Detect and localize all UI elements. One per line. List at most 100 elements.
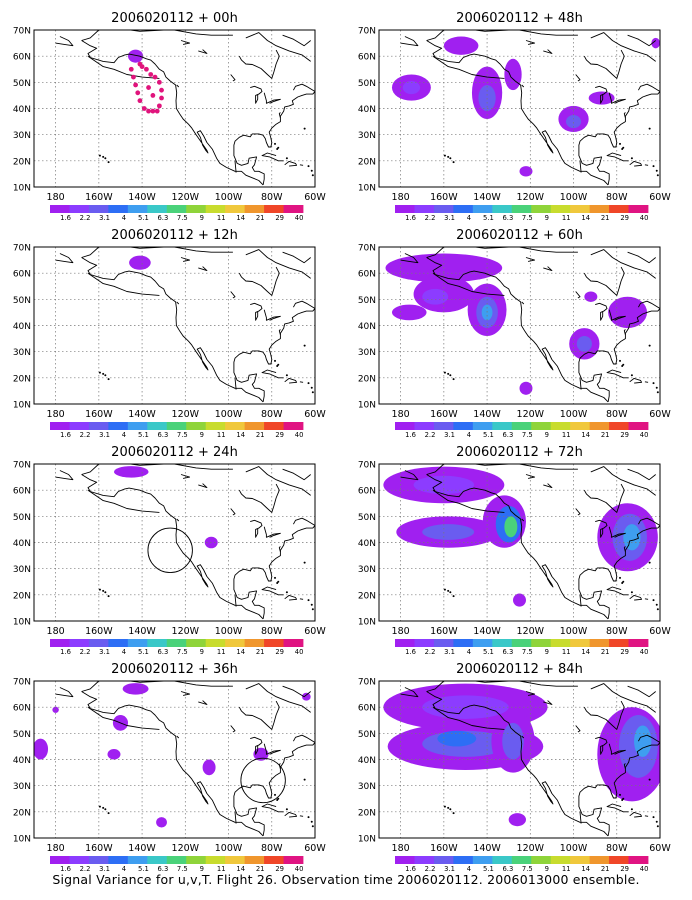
island-mark (307, 816, 310, 819)
colorbar-swatch (244, 639, 265, 647)
colorbar-label: 40 (640, 865, 649, 873)
colorbar-label: 5.1 (138, 865, 149, 873)
colorbar-label: 40 (295, 214, 304, 222)
coastline (263, 743, 281, 755)
map-frame (33, 463, 316, 622)
lon-tick-label: 140W (128, 192, 156, 203)
variance-contour (437, 730, 477, 747)
lat-tick-label: 70N (358, 678, 376, 688)
colorbar-swatch (414, 639, 435, 647)
coastline (299, 164, 304, 166)
colorbar-swatch (628, 639, 649, 647)
colorbar-swatch (414, 422, 435, 430)
lake-outline (575, 291, 581, 299)
coastline (55, 36, 74, 47)
coastline (629, 811, 643, 818)
lat-tick-label: 60N (358, 704, 376, 714)
colorbar-swatch (127, 205, 148, 213)
island-mark (98, 371, 101, 374)
observation-dot (128, 66, 134, 72)
lat-tick-label: 40N (13, 756, 31, 766)
colorbar-swatch (609, 639, 629, 647)
coastline (608, 92, 626, 104)
coastline (282, 34, 311, 47)
observation-dot (156, 79, 162, 85)
colorbar-label: 7.5 (177, 431, 188, 439)
colorbar-swatch (50, 422, 70, 430)
island-mark (311, 608, 314, 611)
colorbar-swatch (205, 856, 226, 864)
lat-tick-label: 30N (358, 565, 376, 575)
colorbar-label: 29 (275, 214, 284, 222)
coastline (234, 377, 237, 390)
variance-contour (156, 817, 167, 828)
colorbar-label: 9 (200, 214, 204, 222)
colorbar-swatch (609, 205, 629, 213)
colorbar-swatch (570, 856, 591, 864)
colorbar-label: 3.1 (99, 865, 110, 873)
colorbar-label: 21 (601, 648, 610, 656)
colorbar-swatch (453, 422, 474, 430)
variance-contour (584, 291, 598, 302)
coastline (595, 85, 608, 104)
coastline (55, 470, 74, 481)
lat-tick-label: 70N (13, 461, 31, 471)
lon-tick-label: 160W (85, 843, 113, 854)
variance-contour (504, 516, 518, 538)
colorbar-label: 1.6 (60, 865, 71, 873)
variance-contour (651, 37, 660, 49)
colorbar-label: 4 (467, 431, 471, 439)
colorbar-swatch (186, 856, 207, 864)
lon-tick-label: 160W (430, 843, 458, 854)
lat-tick-label: 70N (358, 244, 376, 254)
observation-dot (150, 93, 156, 98)
colorbar-label: 11 (562, 431, 571, 439)
coastline (278, 112, 281, 118)
coastline (81, 474, 264, 620)
island-mark (447, 155, 450, 158)
lon-tick-label: 80W (606, 843, 628, 854)
colorbar-label: 1.6 (405, 214, 416, 222)
lat-tick-label: 60N (358, 487, 376, 497)
colorbar-swatch (283, 205, 304, 213)
lon-tick-label: 100W (215, 192, 243, 203)
colorbar-swatch (492, 856, 513, 864)
colorbar-swatch (395, 422, 415, 430)
colorbar-swatch (531, 205, 552, 213)
colorbar-swatch (264, 422, 284, 430)
coastline (250, 302, 263, 321)
coastline (629, 377, 643, 384)
island-mark (652, 816, 655, 819)
lake-outline (525, 40, 536, 45)
colorbar-label: 5.1 (138, 214, 149, 222)
map-area (379, 247, 660, 404)
colorbar-swatch (108, 205, 129, 213)
coastline (263, 309, 281, 321)
colorbar-swatch (589, 639, 610, 647)
coastline (238, 700, 280, 730)
colorbar-label: 5.1 (483, 214, 494, 222)
lat-tick-label: 60N (13, 270, 31, 280)
coastline (245, 249, 311, 279)
variance-contour (302, 692, 311, 701)
lake-outline (198, 700, 208, 705)
lat-tick-label: 40N (13, 539, 31, 549)
lake-outline (525, 257, 536, 262)
lat-tick-label: 70N (358, 27, 376, 37)
lat-tick-label: 20N (358, 591, 376, 601)
coastline (579, 377, 582, 390)
lat-tick-label: 50N (358, 513, 376, 523)
coastline (238, 49, 280, 79)
colorbar-swatch (511, 639, 532, 647)
island-mark (648, 561, 651, 564)
colorbar-label: 6.3 (157, 865, 168, 873)
island-mark (277, 580, 280, 583)
island-mark (655, 820, 658, 823)
island-mark (656, 608, 659, 611)
colorbar-swatch (414, 856, 435, 864)
coastline (608, 309, 626, 321)
colorbar-label: 6.3 (502, 431, 513, 439)
island-mark (443, 805, 446, 808)
lat-tick-label: 50N (13, 296, 31, 306)
colorbar-label: 21 (601, 431, 610, 439)
